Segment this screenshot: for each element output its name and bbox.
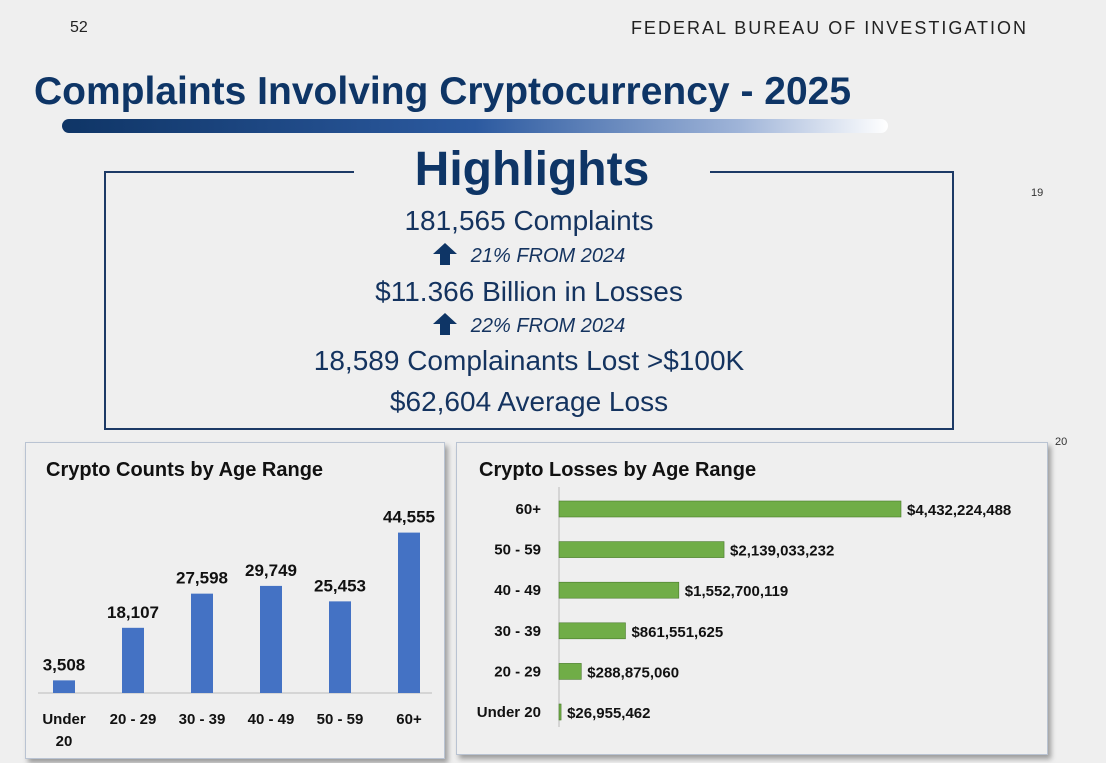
loss-bar [558,622,626,640]
count-category-label: 40 - 49 [248,711,295,728]
up-arrow-icon [432,243,457,265]
losses-change: 22% FROM 2024 [104,313,954,338]
losses-chart-title: Crypto Losses by Age Range [479,459,757,481]
complaints-change-text: 21% FROM 2024 [470,245,626,267]
loss-value-label: $2,139,033,232 [730,543,834,560]
count-category-label: 50 - 59 [317,711,364,728]
loss-bar [558,703,562,721]
count-bar [329,601,351,693]
loss-value-label: $1,552,700,119 [685,583,788,600]
losses-stat: $11.366 Billion in Losses [375,276,683,307]
loss-category-label: 50 - 59 [494,542,541,559]
loss-bar [558,541,725,558]
loss-bar [558,500,902,518]
losses-chart-panel: Crypto Losses by Age Range 60+ $4,432,224… [456,442,1048,755]
loss-value-label: $26,955,462 [567,705,650,722]
loss-value-label: $288,875,060 [587,664,679,681]
count-bar [260,585,282,693]
count-value-label: 3,508 [43,655,86,674]
counts-chart: 3,508 Under 20 18,107 20 - 29 27,598 30 - 39 29… [38,508,435,750]
complaints-stat: 181,565 Complaints [404,205,654,236]
count-category-label: 30 - 39 [179,711,226,728]
side-number-19: 19 [1031,187,1044,199]
count-value-label: 29,749 [245,561,297,580]
loss-category-label: 40 - 49 [494,582,541,599]
losses-chart: 60+ $4,432,224,488 50 - 59 $2,139,033,232 40… [477,487,1011,727]
loss-category-label: Under 20 [477,704,541,721]
count-category-label: 20 [56,733,73,750]
count-bar [191,593,213,693]
loss-bar [558,581,680,599]
count-bar [398,532,420,693]
count-category-label: 20 - 29 [110,711,157,728]
over-100k-stat: 18,589 Complainants Lost >$100K [313,345,745,376]
page-number: 52 [70,19,88,36]
average-loss-stat: $62,604 Average Loss [389,386,669,417]
loss-value-label: $861,551,625 [631,624,723,641]
count-value-label: 18,107 [107,603,159,622]
count-category-label: Under [42,711,86,728]
count-bar [53,680,75,693]
loss-bar [558,663,582,680]
losses-change-text: 22% FROM 2024 [470,315,626,337]
up-arrow-icon [432,313,457,335]
count-category-label: 60+ [396,711,422,728]
side-number-20: 20 [1055,436,1068,448]
title-underline [62,119,888,133]
agency-name: FEDERAL BUREAU OF INVESTIGATION [630,18,1028,38]
loss-category-label: 60+ [516,501,542,518]
page-title: Complaints Involving Cryptocurrency - 20… [34,70,852,113]
count-value-label: 27,598 [176,569,228,588]
highlights-heading: Highlights [354,142,710,197]
loss-category-label: 30 - 39 [494,623,541,640]
complaints-change: 21% FROM 2024 [104,243,954,268]
counts-chart-panel: Crypto Counts by Age Range 3,508 Under 20 1… [25,442,445,759]
count-value-label: 44,555 [383,508,435,527]
counts-chart-title: Crypto Counts by Age Range [46,459,324,481]
loss-category-label: 20 - 29 [494,663,541,680]
count-bar [122,627,144,693]
loss-value-label: $4,432,224,488 [907,502,1011,519]
count-value-label: 25,453 [314,576,366,595]
